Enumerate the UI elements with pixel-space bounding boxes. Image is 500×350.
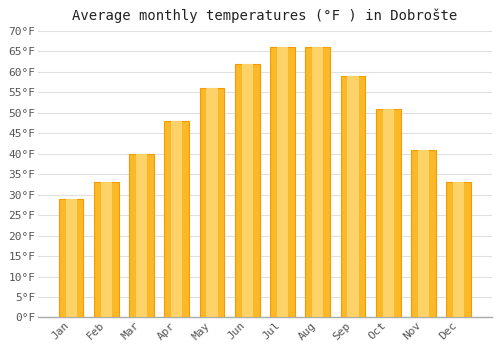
Bar	[306, 47, 330, 317]
Bar	[382, 109, 394, 317]
Bar	[58, 199, 84, 317]
Title: Average monthly temperatures (°F ) in Dobrošte: Average monthly temperatures (°F ) in Do…	[72, 8, 458, 23]
Bar	[312, 47, 324, 317]
Bar	[206, 88, 218, 317]
Bar	[376, 109, 400, 317]
Bar	[129, 154, 154, 317]
Bar	[348, 76, 358, 317]
Bar	[418, 150, 429, 317]
Bar	[136, 154, 147, 317]
Bar	[270, 47, 295, 317]
Bar	[171, 121, 182, 317]
Bar	[200, 88, 224, 317]
Bar	[453, 182, 464, 317]
Bar	[446, 182, 471, 317]
Bar	[411, 150, 436, 317]
Bar	[235, 64, 260, 317]
Bar	[164, 121, 189, 317]
Bar	[340, 76, 365, 317]
Bar	[277, 47, 288, 317]
Bar	[242, 64, 253, 317]
Bar	[101, 182, 112, 317]
Bar	[66, 199, 76, 317]
Bar	[94, 182, 118, 317]
